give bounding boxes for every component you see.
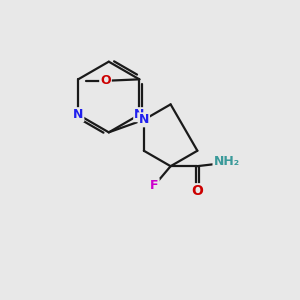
Text: N: N	[139, 113, 149, 126]
Text: NH₂: NH₂	[214, 155, 240, 168]
Text: N: N	[73, 108, 83, 121]
Text: O: O	[100, 74, 111, 87]
Text: N: N	[134, 108, 145, 121]
Text: O: O	[191, 184, 203, 198]
Text: F: F	[150, 179, 159, 192]
